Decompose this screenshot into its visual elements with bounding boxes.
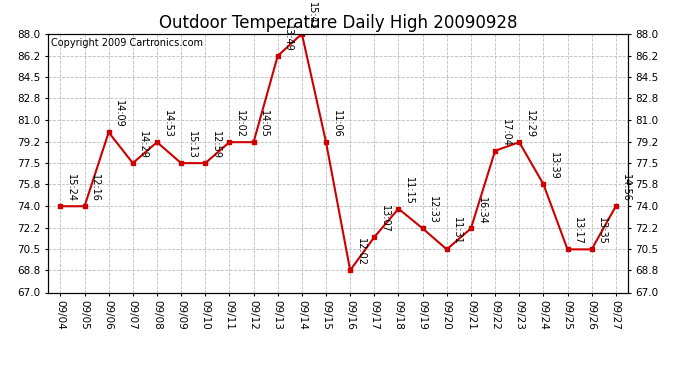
Text: 11:15: 11:15	[404, 177, 414, 204]
Text: 11:06: 11:06	[332, 110, 342, 138]
Text: 13:35: 13:35	[598, 217, 607, 245]
Title: Outdoor Temperature Daily High 20090928: Outdoor Temperature Daily High 20090928	[159, 14, 518, 32]
Text: 12:02: 12:02	[235, 110, 245, 138]
Text: 14:05: 14:05	[259, 110, 269, 138]
Text: 14:29: 14:29	[139, 131, 148, 159]
Text: 13:17: 13:17	[573, 217, 583, 245]
Text: 13:07: 13:07	[380, 205, 390, 233]
Text: 12:02: 12:02	[356, 238, 366, 266]
Text: 11:31: 11:31	[453, 217, 462, 245]
Text: 12:29: 12:29	[525, 110, 535, 138]
Text: Copyright 2009 Cartronics.com: Copyright 2009 Cartronics.com	[51, 38, 203, 48]
Text: 12:59: 12:59	[211, 131, 221, 159]
Text: 13:39: 13:39	[549, 152, 559, 180]
Text: 12:33: 12:33	[428, 196, 438, 224]
Text: 12:16: 12:16	[90, 174, 100, 202]
Text: 14:09: 14:09	[115, 100, 124, 128]
Text: 15:13: 15:13	[187, 131, 197, 159]
Text: 16:34: 16:34	[477, 196, 486, 224]
Text: 15:24: 15:24	[66, 174, 76, 202]
Text: 13:49: 13:49	[284, 24, 293, 52]
Text: 17:04: 17:04	[501, 119, 511, 147]
Text: 14:56: 14:56	[622, 174, 631, 202]
Text: 15:41: 15:41	[308, 2, 317, 30]
Text: 14:53: 14:53	[163, 110, 172, 138]
